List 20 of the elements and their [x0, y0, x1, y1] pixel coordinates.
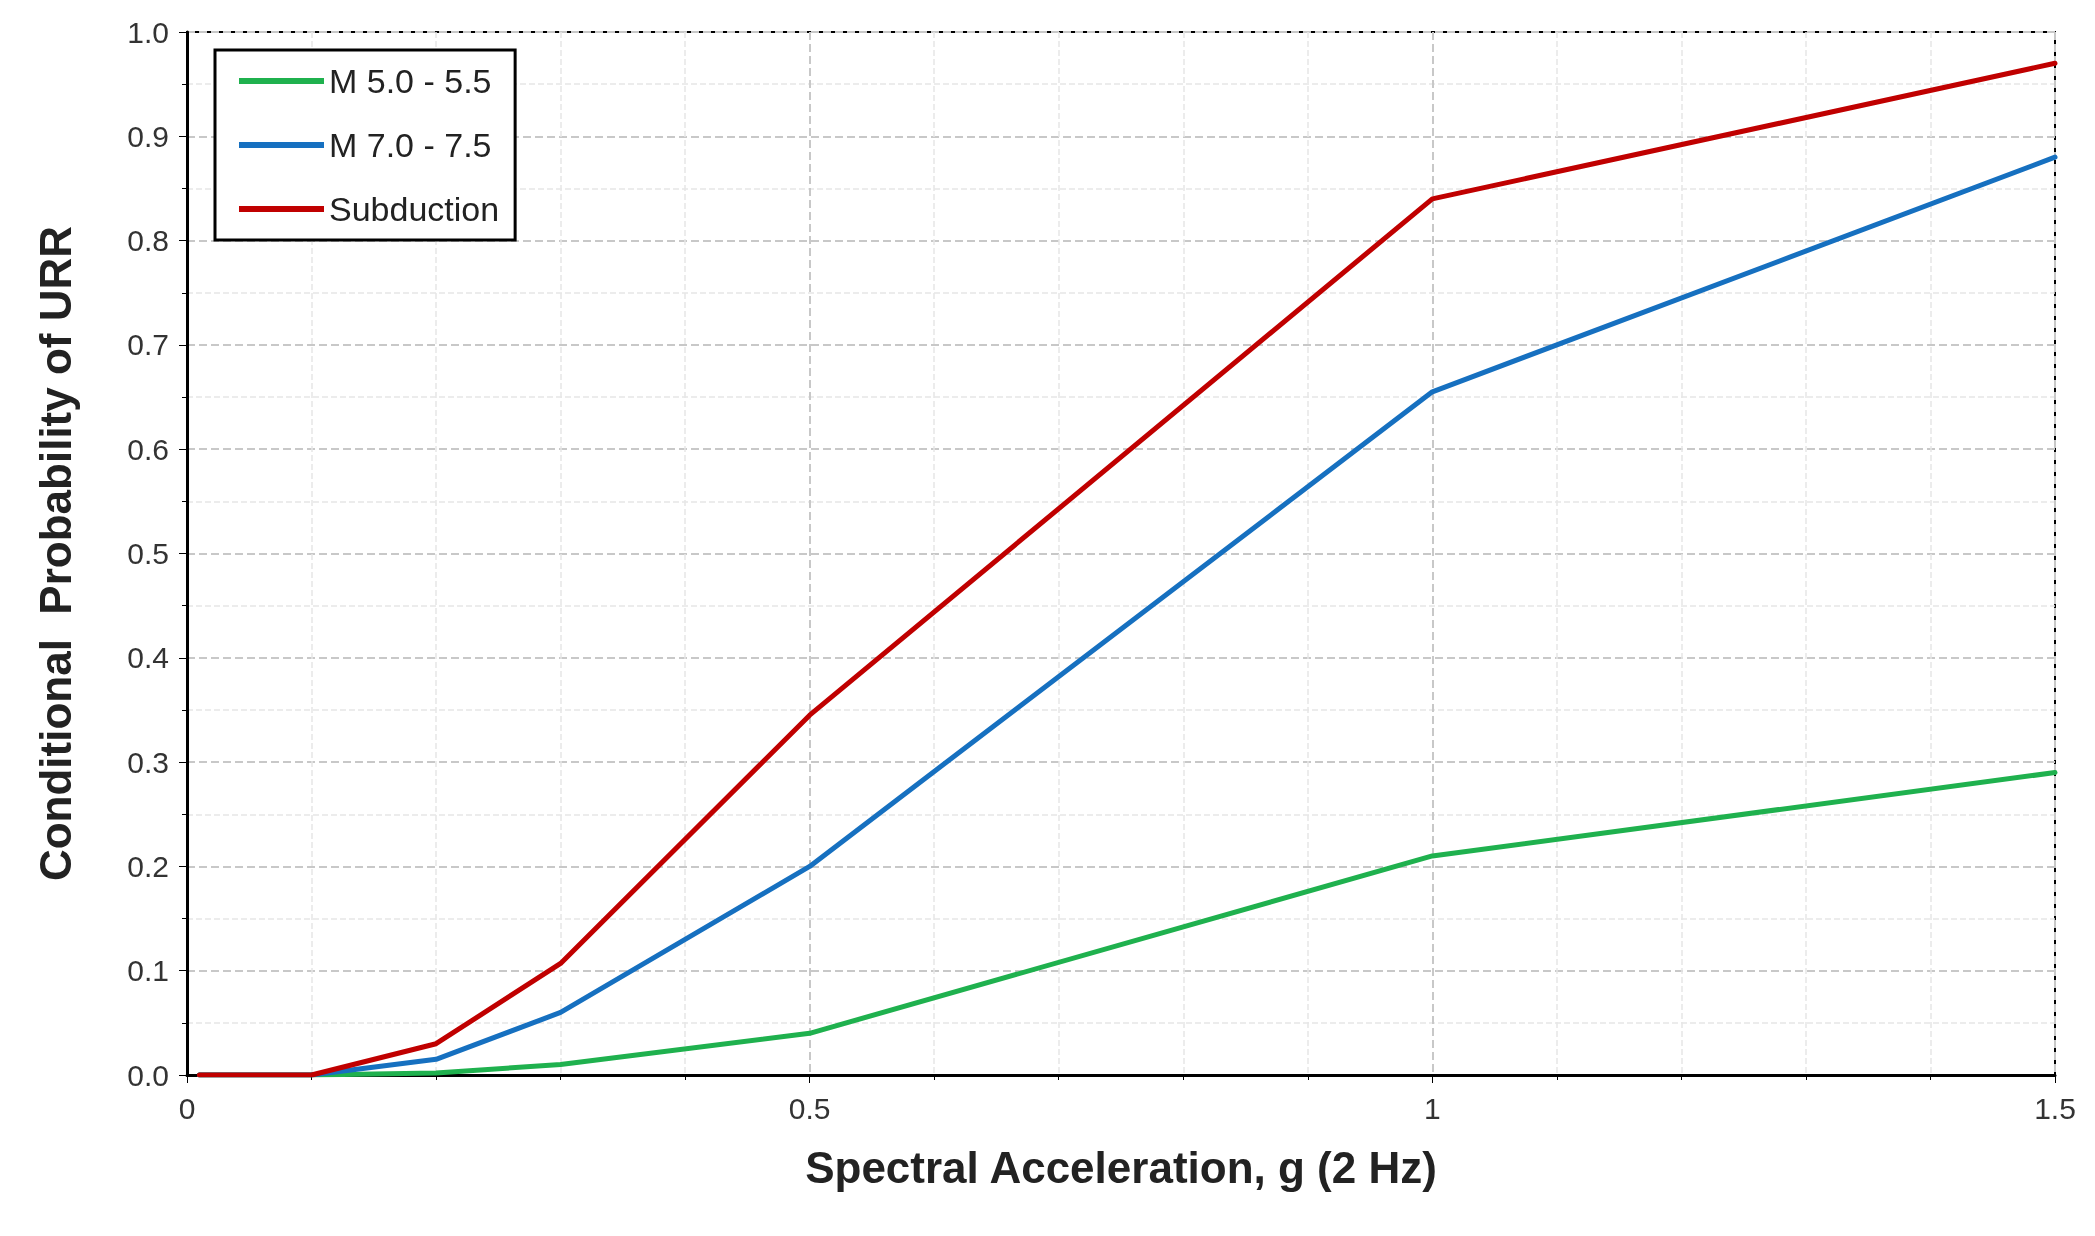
y-axis-title: Conditional Probability of URR — [30, 225, 80, 882]
y-tick-label: 0.7 — [127, 328, 169, 362]
legend-label: M 7.0 - 7.5 — [329, 126, 492, 164]
y-tick-label: 0.5 — [127, 537, 169, 570]
x-axis-title: Spectral Acceleration, g (2 Hz) — [805, 1142, 1437, 1192]
x-tick-label: 1 — [1423, 1091, 1441, 1125]
y-tick-label: 0.4 — [127, 641, 169, 675]
y-tick-label: 0.2 — [127, 849, 169, 883]
legend-label: Subduction — [329, 190, 500, 228]
x-tick-label: 0 — [178, 1091, 196, 1125]
y-tick-label: 0.6 — [127, 432, 169, 466]
y-tick-label: 1.0 — [127, 15, 169, 49]
y-tick-label: 0.9 — [127, 119, 169, 153]
y-tick-label: 0.3 — [127, 745, 169, 779]
x-tick-label: 0.5 — [788, 1091, 831, 1125]
x-tick-label: 1.5 — [2034, 1091, 2076, 1125]
legend-label: M 5.0 - 5.5 — [329, 62, 492, 100]
y-tick-label: 0.1 — [127, 954, 169, 988]
y-tick-label: 0.0 — [127, 1058, 169, 1092]
y-tick-label: 0.8 — [127, 224, 169, 258]
